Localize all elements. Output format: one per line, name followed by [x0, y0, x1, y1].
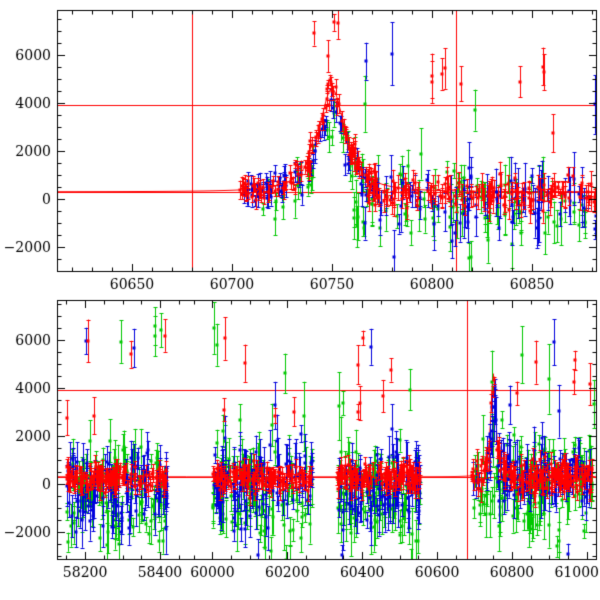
bottom-light-curve-panel	[0, 295, 600, 600]
top-light-curve-panel	[0, 0, 600, 295]
